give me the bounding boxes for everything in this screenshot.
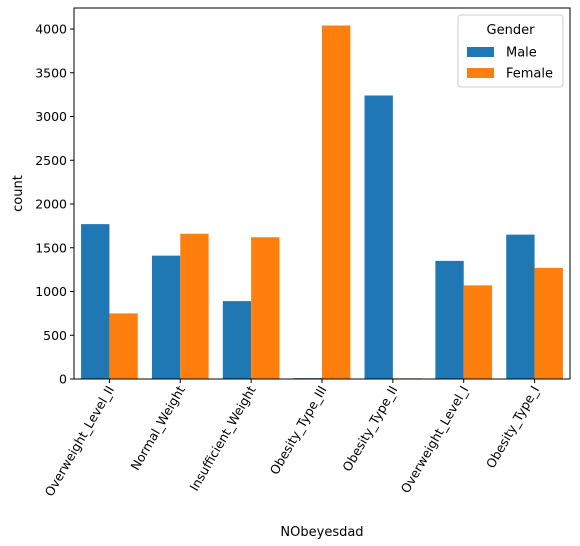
bar-male-overweight-level-i	[435, 260, 464, 380]
bar-female-obesity-type-iii	[322, 25, 351, 379]
y-axis-label: count	[11, 175, 26, 212]
x-tick-label: Overweight_Level_II	[41, 383, 117, 499]
x-axis-label: NObeyesdad	[280, 525, 363, 540]
bar-female-normal-weight	[180, 233, 209, 379]
legend-items: Male Female	[467, 46, 553, 82]
y-tick-label: 1500	[35, 240, 67, 255]
bar-female-obesity-type-i	[534, 267, 563, 380]
x-tick-label: Normal_Weight	[127, 383, 188, 473]
bar-male-normal-weight	[151, 255, 181, 380]
x-axis: Overweight_Level_II Normal_WeightInsuffic…	[41, 379, 542, 499]
y-tick-label: 3000	[35, 109, 67, 124]
legend: Gender Male Female	[457, 14, 564, 88]
bar-male-insufficient-weight	[222, 301, 252, 380]
y-axis: 0 500 1000 1500 2000 2500 3000 3500 4000	[35, 22, 74, 387]
y-tick-label: 0	[59, 372, 67, 387]
y-tick-label: 4000	[35, 22, 67, 37]
legend-title: Gender	[487, 23, 536, 38]
y-tick-label: 1000	[35, 284, 67, 299]
x-tick-label: Overweight_Level_I	[398, 383, 472, 496]
y-tick-label: 2000	[35, 197, 67, 212]
x-tick-label: Obesity_Type_III	[267, 383, 330, 477]
legend-swatch-female	[467, 68, 494, 78]
legend-label-female: Female	[506, 67, 553, 82]
legend-label-male: Male	[506, 46, 537, 61]
y-tick-label: 500	[43, 328, 67, 343]
legend-swatch-male	[467, 47, 494, 57]
bars-layer	[81, 25, 563, 380]
bar-male-obesity-type-ii	[364, 95, 393, 379]
y-tick-label: 3500	[35, 65, 67, 80]
bar-male-obesity-type-i	[506, 234, 535, 380]
bar-male-overweight-level-ii	[81, 224, 110, 380]
bar-female-insufficient-weight	[251, 237, 280, 379]
bar-female-overweight-level-i	[463, 285, 493, 380]
y-tick-label: 2500	[35, 153, 67, 168]
bar-female-overweight-level-ii	[109, 313, 138, 380]
x-tick-label: Insufficient_Weight	[186, 383, 258, 493]
x-tick-label: Obesity_Type_I	[483, 383, 542, 471]
x-tick-label: Obesity_Type_II	[339, 383, 400, 474]
